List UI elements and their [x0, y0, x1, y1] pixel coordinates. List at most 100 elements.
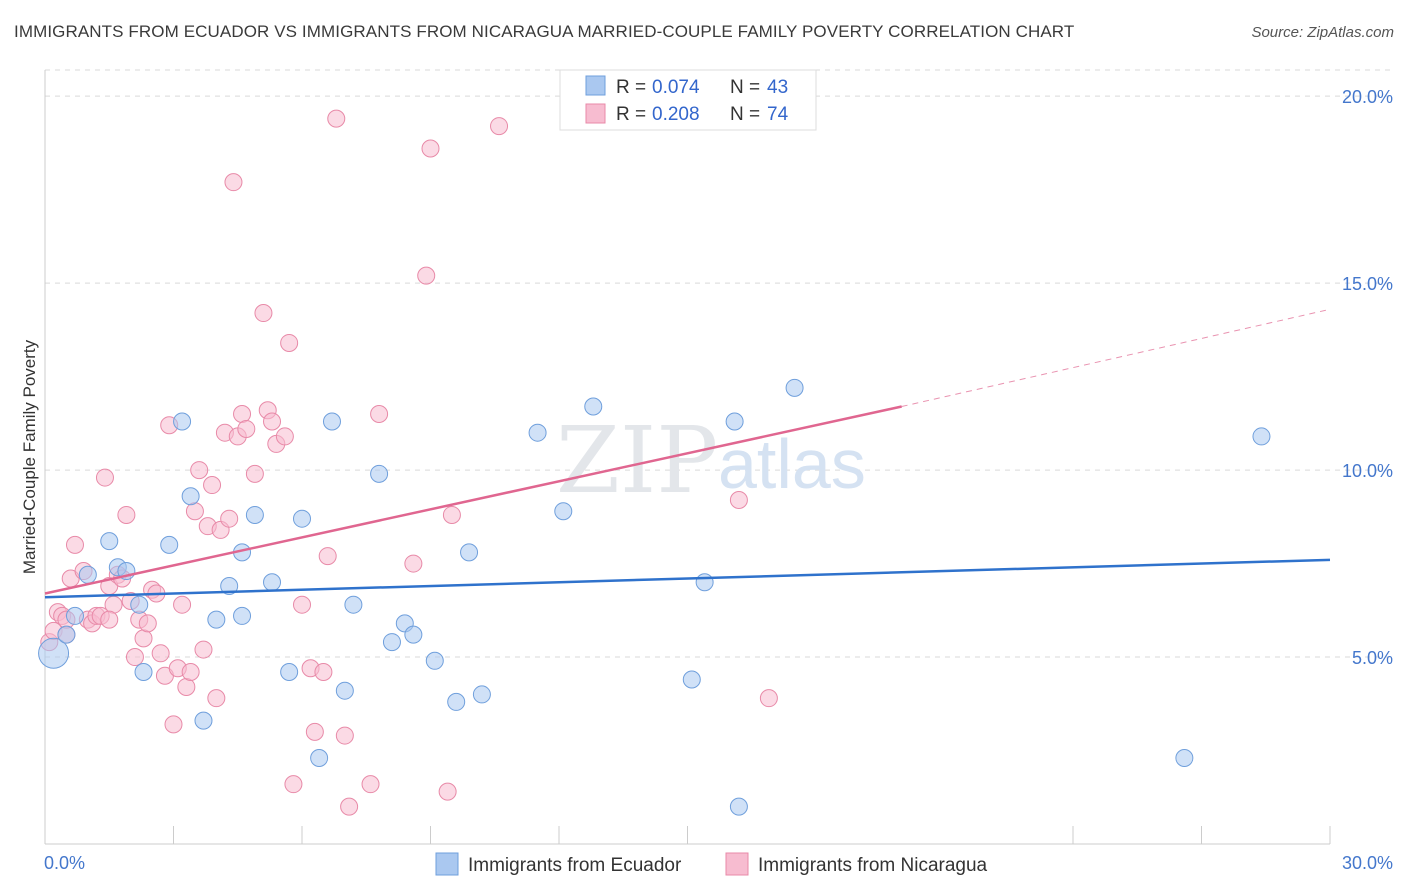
nicaragua-point — [207, 689, 226, 708]
nicaragua-point — [194, 640, 213, 659]
ecuador-point — [263, 573, 282, 592]
ecuador-point — [447, 692, 466, 711]
ecuador-point — [460, 543, 479, 562]
ecuador-point — [785, 378, 804, 397]
y-tick-label: 15.0% — [1342, 274, 1393, 294]
nicaragua-point — [203, 476, 222, 495]
ecuador-point — [173, 412, 192, 431]
nicaragua-point — [233, 405, 252, 423]
nicaragua-point — [190, 461, 209, 480]
legend-n-label: N = — [730, 104, 760, 125]
nicaragua-point — [185, 502, 204, 521]
nicaragua-point — [361, 775, 380, 794]
ecuador-point — [729, 797, 748, 816]
legend-n-value-ecuador: 43 — [767, 77, 788, 98]
nicaragua-point — [164, 715, 183, 734]
ecuador-point — [220, 577, 239, 595]
nicaragua-point — [340, 797, 359, 816]
ecuador-point — [233, 606, 252, 625]
ecuador-point — [100, 532, 119, 551]
ecuador-point — [335, 681, 354, 700]
nicaragua-point — [759, 689, 778, 708]
nicaragua-point — [335, 726, 354, 745]
ecuador-trend-line — [44, 558, 1331, 599]
ecuador-point — [725, 412, 744, 431]
series-legend-swatch-ecuador — [435, 852, 459, 876]
series-legend-label-nicaragua: Immigrants from Nicaragua — [758, 855, 988, 876]
ecuador-point — [65, 606, 84, 625]
ecuador-point — [344, 595, 363, 614]
nicaragua-point — [117, 505, 136, 524]
y-tick-label: 10.0% — [1342, 461, 1393, 481]
nicaragua-point — [275, 427, 294, 446]
nicaragua-point — [263, 412, 282, 431]
chart-title: IMMIGRANTS FROM ECUADOR VS IMMIGRANTS FR… — [14, 22, 1075, 41]
legend-swatch-ecuador — [585, 75, 606, 96]
ecuador-point — [404, 625, 423, 644]
legend-n-value-nicaragua: 74 — [767, 104, 789, 125]
ecuador-point — [310, 749, 329, 767]
ecuador-point — [554, 502, 573, 521]
ecuador-point — [245, 505, 264, 524]
nicaragua-point — [370, 405, 389, 423]
nicaragua-point — [490, 117, 509, 136]
ecuador-point — [695, 573, 714, 592]
ecuador-point — [382, 633, 401, 652]
ecuador-point — [181, 487, 200, 506]
nicaragua-point — [125, 648, 144, 667]
ecuador-point — [425, 651, 444, 670]
nicaragua-point — [100, 610, 119, 629]
nicaragua-point — [245, 464, 264, 483]
nicaragua-point — [327, 109, 346, 128]
y-tick-label: 20.0% — [1342, 87, 1393, 107]
watermark: ZIP atlas — [556, 407, 866, 514]
y-tick-label: 5.0% — [1352, 648, 1393, 668]
nicaragua-point — [220, 509, 239, 528]
legend-box: R = 0.074 N = 43 R = 0.208 N = 74 — [559, 69, 817, 131]
ecuador-point — [207, 610, 226, 629]
nicaragua-point — [417, 266, 436, 285]
nicaragua-point — [181, 663, 200, 681]
ecuador-point — [472, 685, 491, 704]
nicaragua-point — [254, 304, 273, 323]
legend-n-label: N = — [730, 77, 760, 98]
y-axis-title: Married-Couple Family Poverty — [20, 339, 39, 574]
ecuador-point — [322, 412, 341, 431]
y-tick-labels: 5.0% 10.0% 15.0% 20.0% — [1342, 87, 1393, 668]
ecuador-point — [293, 509, 311, 528]
nicaragua-point — [280, 333, 299, 352]
ecuador-point — [160, 535, 179, 554]
ecuador-point — [370, 464, 389, 483]
ecuador-point — [194, 711, 213, 730]
nicaragua-point — [404, 554, 423, 573]
nicaragua-trend-line — [44, 405, 902, 595]
ecuador-point — [682, 670, 701, 689]
nicaragua-trend-extension — [901, 308, 1331, 408]
legend-r-label: R = — [616, 77, 646, 98]
nicaragua-point — [173, 595, 192, 614]
nicaragua-point — [305, 722, 324, 741]
series-legend-swatch-nicaragua — [725, 852, 749, 876]
nicaragua-point — [134, 629, 153, 648]
ecuador-point — [1252, 427, 1271, 446]
ecuador-point — [78, 565, 97, 584]
ecuador-point — [280, 663, 299, 681]
grid-lines — [45, 69, 1393, 658]
series-legend-label-ecuador: Immigrants from Ecuador — [468, 855, 682, 876]
legend-swatch-nicaragua — [585, 103, 606, 124]
nicaragua-point — [177, 677, 196, 696]
ecuador-point — [1175, 749, 1194, 767]
ecuador-point — [57, 625, 76, 644]
nicaragua-point — [151, 644, 170, 663]
ecuador-point — [130, 595, 149, 614]
nicaragua-point — [138, 614, 157, 633]
x-tick-label-max: 30.0% — [1342, 853, 1393, 873]
nicaragua-point — [293, 595, 311, 614]
nicaragua-point — [438, 782, 457, 801]
nicaragua-point — [421, 139, 440, 158]
ecuador-point — [584, 397, 603, 416]
nicaragua-point — [95, 468, 114, 487]
trend-lines — [44, 308, 1331, 599]
ecuador-point — [38, 637, 70, 669]
